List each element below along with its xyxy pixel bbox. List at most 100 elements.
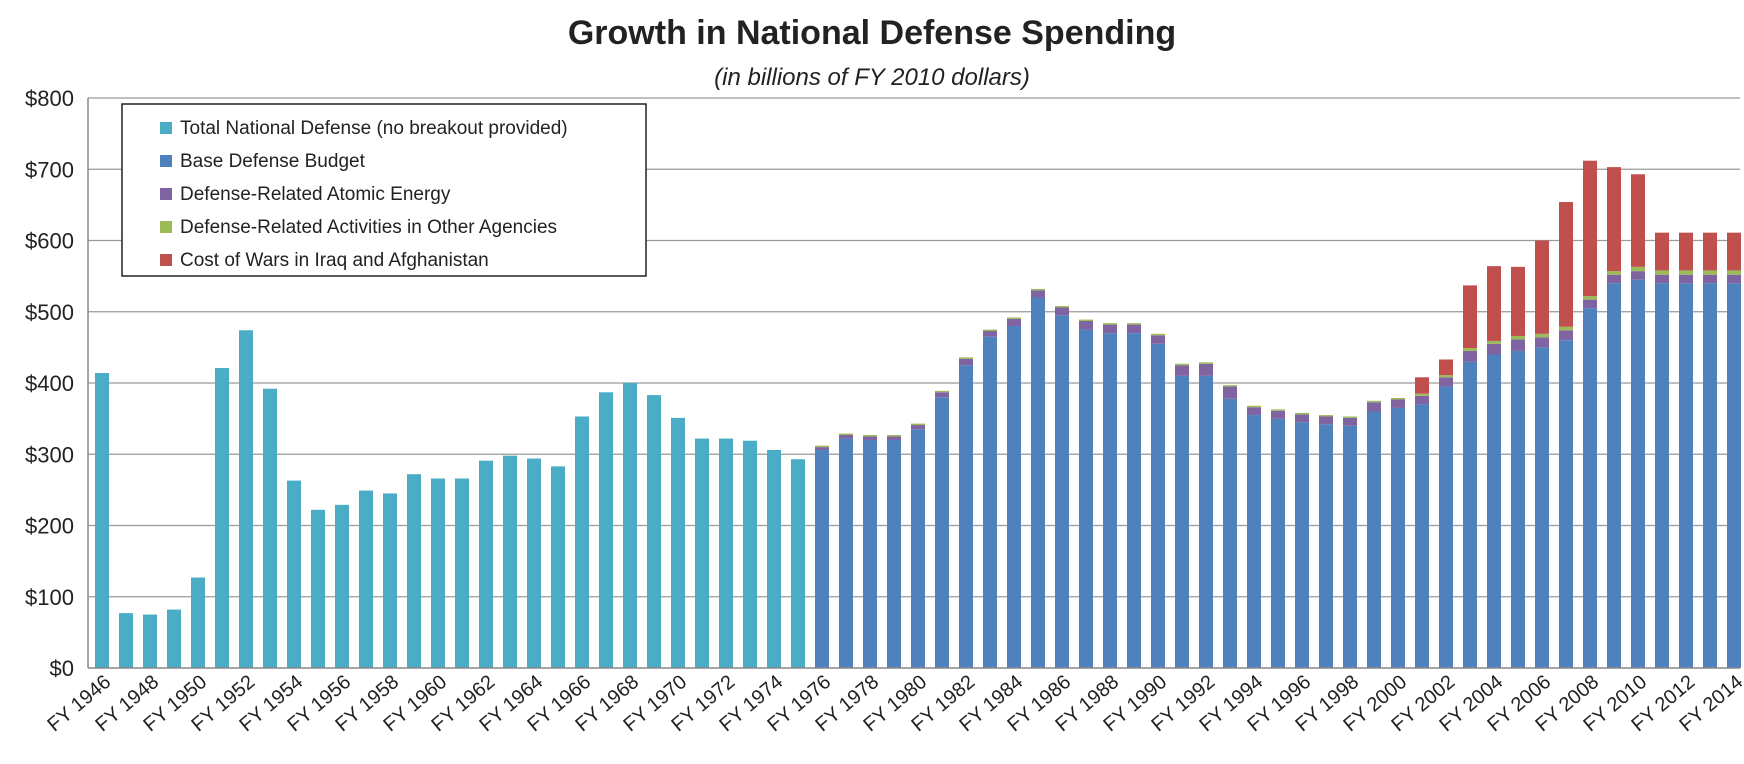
bar-segment [839, 438, 853, 668]
bar-segment [383, 493, 397, 668]
bar-segment [1055, 306, 1069, 308]
bar-segment [1055, 307, 1069, 316]
legend-label: Total National Defense (no breakout prov… [180, 118, 568, 139]
bar-segment [1295, 412, 1309, 415]
bar-segment [1127, 333, 1141, 668]
bar-segment [1607, 274, 1621, 284]
bar-segment [1079, 329, 1093, 668]
bar-segment [719, 438, 733, 668]
bar-segment [1535, 240, 1549, 334]
bar-segment [1151, 333, 1165, 336]
bar-segment [1583, 299, 1597, 309]
y-tick-label: $500 [25, 300, 74, 325]
bar-segment [1247, 405, 1261, 408]
bar-segment [1319, 415, 1333, 417]
bar-segment [1127, 324, 1141, 334]
bar-segment [1031, 290, 1045, 298]
bar-segment [1199, 375, 1213, 668]
bar-segment [959, 357, 973, 359]
bar-segment [1655, 283, 1669, 668]
y-tick-label: $300 [25, 442, 74, 467]
bar-segment [983, 329, 997, 331]
bar-segment [1319, 416, 1333, 425]
bar-segment [1415, 393, 1429, 396]
bar-segment [407, 474, 421, 668]
legend-swatch [160, 221, 172, 233]
bar-segment [743, 440, 757, 668]
y-tick-label: $400 [25, 371, 74, 396]
chart-title: Growth in National Defense Spending [567, 14, 1177, 52]
bar-segment [1391, 407, 1405, 668]
bar-segment [1487, 343, 1501, 355]
bar-segment [1463, 361, 1477, 668]
bar-segment [1559, 326, 1573, 331]
bar-segment [1151, 335, 1165, 344]
bar-segment [1391, 399, 1405, 408]
bar-segment [575, 416, 589, 668]
y-tick-label: $700 [25, 157, 74, 182]
bar-segment [215, 368, 229, 668]
bar-segment [1439, 386, 1453, 668]
bar-segment [1559, 202, 1573, 327]
bar-segment [1655, 232, 1669, 271]
bar-segment [623, 383, 637, 668]
bar-segment [191, 577, 205, 668]
y-tick-label: $100 [25, 585, 74, 610]
bar-segment [959, 365, 973, 668]
bar-segment [1007, 317, 1021, 319]
bar-segment [1055, 315, 1069, 668]
bar-segment [1727, 270, 1741, 275]
bar-segment [1103, 333, 1117, 668]
bar-segment [1271, 410, 1285, 419]
bar-segment [1727, 283, 1741, 668]
bar-segment [1535, 347, 1549, 668]
bar-segment [311, 509, 325, 668]
bar-segment [863, 435, 877, 437]
bar-segment [1271, 418, 1285, 668]
bar-segment [1319, 424, 1333, 668]
bar-segment [1223, 398, 1237, 668]
bar-segment [335, 504, 349, 668]
bar-segment [551, 466, 565, 668]
bar-segment [167, 609, 181, 668]
bar-segment [911, 429, 925, 668]
bar-segment [1415, 395, 1429, 405]
bar-segment [1367, 400, 1381, 403]
bar-segment [887, 436, 901, 440]
bar-segment [863, 436, 877, 440]
bar-segment [935, 397, 949, 668]
y-tick-label: $800 [25, 86, 74, 111]
legend-swatch [160, 155, 172, 167]
bar-segment [983, 330, 997, 337]
bar-segment [935, 392, 949, 398]
bar-segment [1703, 283, 1717, 668]
bar-segment [1463, 350, 1477, 362]
bar-segment [527, 458, 541, 668]
bar-segment [791, 459, 805, 668]
bar-segment [1655, 270, 1669, 275]
bar-segment [1487, 340, 1501, 344]
bar-segment [1583, 160, 1597, 297]
bar-segment [887, 440, 901, 668]
bar-segment [1415, 377, 1429, 394]
bar-segment [1535, 333, 1549, 338]
bar-segment [983, 336, 997, 668]
bar-segment [1439, 375, 1453, 378]
bar-segment [143, 614, 157, 668]
bar-segment [1511, 339, 1525, 351]
bar-segment [815, 447, 829, 450]
bar-segment [1103, 323, 1117, 325]
bar-segment [1391, 397, 1405, 400]
bar-segment [1343, 417, 1357, 426]
legend-box [121, 103, 647, 277]
bar-segment [1559, 330, 1573, 341]
y-tick-label: $200 [25, 514, 74, 539]
bar-segment [647, 395, 661, 668]
bar-segment [503, 455, 517, 668]
bar-segment [767, 449, 781, 668]
bar-segment [1631, 279, 1645, 668]
bar-segment [1127, 323, 1141, 325]
bar-segment [1271, 409, 1285, 411]
y-tick-label: $0 [50, 656, 74, 681]
